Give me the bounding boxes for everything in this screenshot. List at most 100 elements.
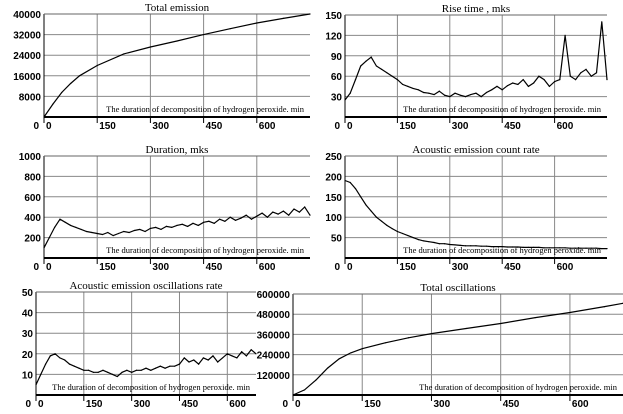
data-point	[574, 79, 577, 81]
data-point	[111, 373, 114, 375]
y-tick-label: 600	[24, 193, 41, 204]
data-point	[78, 367, 80, 369]
x-tick-label: 0	[46, 121, 52, 132]
data-point	[354, 188, 357, 190]
data-point	[49, 355, 51, 357]
data-point	[533, 246, 535, 248]
data-point	[417, 239, 419, 241]
x-tick-label: 150	[364, 399, 381, 410]
data-point	[595, 247, 598, 249]
data-point	[580, 72, 582, 74]
x-tick-label: 600	[572, 399, 589, 410]
data-point	[255, 353, 257, 355]
data-point	[601, 21, 603, 23]
data-point	[554, 247, 556, 249]
y-tick-label: 30	[22, 329, 34, 340]
data-point	[197, 224, 199, 226]
data-point	[288, 214, 290, 216]
y-tick-label: 40	[22, 309, 34, 320]
data-point	[293, 208, 295, 210]
data-point	[91, 231, 93, 234]
data-point	[43, 247, 45, 249]
data-point	[133, 229, 136, 232]
x-tick-label: 450	[206, 121, 223, 132]
data-point	[391, 228, 393, 230]
data-point	[338, 358, 340, 360]
data-point	[70, 224, 72, 226]
y-zero-label: 0	[33, 262, 39, 273]
data-point	[543, 79, 545, 81]
data-point	[83, 369, 85, 371]
data-point	[527, 246, 530, 248]
data-point	[48, 237, 50, 239]
chart-title: Duration, mks	[146, 144, 209, 156]
data-point	[454, 244, 456, 246]
chart-title: Acoustic emission count rate	[412, 144, 540, 156]
subplot-5: Total oscillations 120000 240000 360000 4800…	[257, 282, 623, 410]
data-point	[40, 373, 42, 375]
data-point	[218, 218, 221, 220]
x-tick-label: 300	[433, 399, 450, 410]
series-line	[344, 179, 607, 250]
data-point	[548, 85, 550, 87]
data-point	[245, 355, 248, 357]
data-point	[464, 245, 467, 247]
y-tick-label: 240000	[257, 351, 291, 362]
data-point	[149, 227, 151, 230]
data-point	[480, 96, 482, 98]
x-tick-label: 600	[557, 262, 574, 273]
data-point	[85, 230, 88, 233]
data-point	[501, 89, 503, 91]
data-point	[226, 353, 228, 355]
x-axis-label: The duration of decomposition of hydroge…	[52, 382, 251, 392]
subplot-2: Duration, mks 200 400 600 800 1000 0 150 300 450 6…	[19, 144, 311, 273]
chart-title: Total emission	[145, 2, 210, 14]
data-point	[61, 91, 63, 94]
data-point	[496, 85, 498, 87]
data-point	[224, 220, 226, 222]
x-axis-label: The duration of decomposition of hydroge…	[106, 104, 305, 114]
data-point	[344, 99, 346, 101]
data-point	[117, 232, 120, 235]
data-point	[512, 82, 514, 84]
data-point	[464, 96, 467, 98]
data-point	[590, 75, 592, 77]
y-tick-label: 32000	[13, 31, 41, 42]
data-point	[154, 367, 157, 369]
data-point	[176, 224, 178, 226]
y-tick-label: 50	[331, 234, 343, 245]
data-point	[234, 219, 237, 221]
data-point	[564, 247, 566, 249]
data-point	[207, 359, 209, 361]
data-point	[534, 316, 536, 319]
data-point	[438, 90, 440, 92]
data-point	[107, 371, 109, 373]
data-point	[54, 226, 56, 228]
y-zero-label: 0	[334, 262, 340, 273]
data-point	[208, 220, 210, 222]
data-point	[150, 369, 152, 371]
data-point	[559, 79, 561, 81]
data-point	[145, 367, 147, 369]
y-tick-label: 480000	[257, 310, 291, 321]
x-axis-label: The duration of decomposition of hydroge…	[403, 245, 602, 255]
data-point	[261, 212, 263, 214]
data-point	[241, 351, 243, 353]
data-point	[43, 116, 45, 118]
x-tick-label: 450	[181, 399, 198, 410]
data-point	[517, 83, 519, 85]
data-point	[88, 369, 90, 371]
y-tick-label: 60	[331, 72, 343, 83]
x-axis-label: The duration of decomposition of hydroge…	[419, 382, 618, 392]
data-point	[350, 352, 352, 354]
x-tick-label: 600	[557, 121, 574, 132]
y-tick-label: 800	[24, 172, 41, 183]
data-point	[229, 28, 231, 30]
y-tick-label: 1000	[19, 152, 42, 163]
data-point	[590, 247, 592, 249]
y-zero-label: 0	[334, 121, 340, 132]
data-point	[309, 13, 311, 15]
data-point	[221, 357, 224, 359]
data-point	[309, 214, 311, 216]
